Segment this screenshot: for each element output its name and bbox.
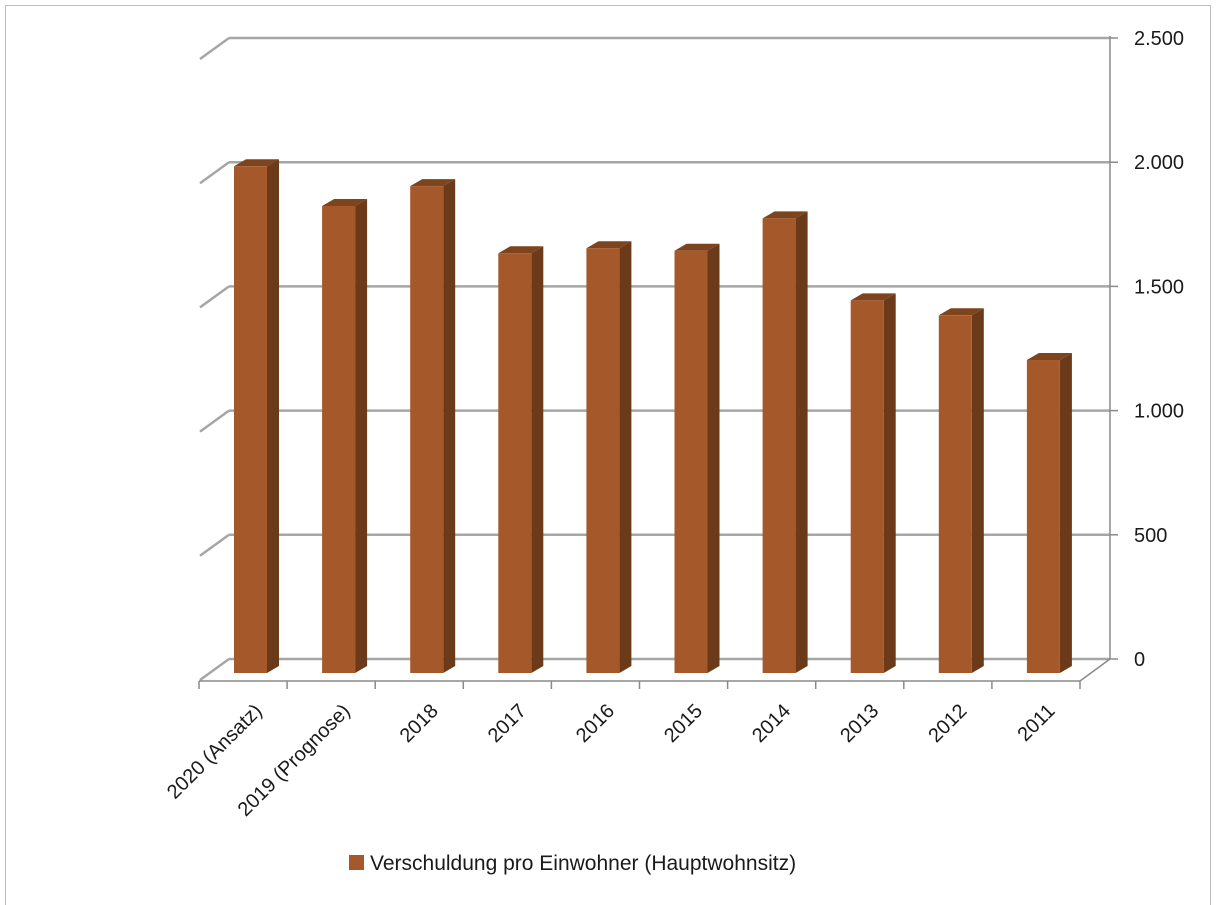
x-tick-label: 2017	[484, 700, 531, 747]
side-gridline	[199, 533, 230, 557]
side-gridline	[199, 36, 230, 61]
bar-front	[322, 206, 356, 673]
axes	[198, 36, 1118, 689]
x-tick-label: 2016	[572, 700, 619, 747]
bar-top	[586, 241, 632, 249]
bar-front	[850, 300, 884, 673]
bars	[234, 159, 1072, 674]
side-gridline	[199, 161, 230, 185]
x-axis-tick-labels: 2020 (Ansatz)2019 (Prognose) 2018 2017 2016…	[163, 700, 1060, 821]
bar-side	[267, 159, 279, 673]
bar-side	[707, 243, 720, 673]
bar-front	[762, 218, 796, 674]
y-tick-label: 1.000	[1134, 401, 1184, 423]
bar-top	[762, 211, 808, 219]
floor-edge	[1079, 658, 1111, 682]
legend-label: Verschuldung pro Einwohner (Hauptwohnsit…	[370, 852, 796, 875]
bar-top	[938, 308, 984, 316]
x-tick-label: 2018	[396, 700, 443, 747]
side-gridline	[199, 409, 230, 433]
bar-front	[410, 186, 444, 674]
bar-top	[1026, 353, 1072, 361]
bar-front	[938, 315, 972, 673]
bar	[762, 211, 808, 674]
x-tick-label: 2013	[836, 700, 883, 747]
bar	[498, 246, 544, 674]
bar	[586, 241, 632, 673]
x-tick-label: 2012	[924, 700, 971, 747]
bar-top	[498, 246, 544, 254]
x-tick-label: 2014	[748, 700, 795, 747]
bar-side	[795, 211, 808, 674]
bar-front	[234, 166, 267, 674]
x-tick-label: 2011	[1014, 700, 1060, 746]
legend: Verschuldung pro Einwohner (Hauptwohnsit…	[349, 852, 796, 875]
bar-front	[586, 248, 620, 673]
bar-front	[674, 250, 708, 673]
bar-top	[410, 179, 456, 187]
x-tick-label: 2015	[660, 700, 707, 747]
bar-top	[674, 243, 720, 251]
y-tick-label: 500	[1134, 525, 1167, 547]
bar	[234, 159, 279, 674]
bar-top	[234, 159, 279, 167]
bar	[322, 199, 368, 673]
y-tick-label: 1.500	[1134, 276, 1184, 298]
y-axis-tick-labels: 0 500 1.000 1.500 2.000 2.500	[1134, 28, 1184, 671]
bar-side	[443, 179, 456, 674]
bar	[938, 308, 984, 673]
bar-top	[322, 199, 368, 207]
bar	[850, 293, 896, 673]
y-tick-label: 0	[1134, 649, 1145, 671]
bar	[674, 243, 720, 673]
bar-side	[355, 199, 368, 673]
bar-side	[971, 308, 984, 673]
bar-top	[850, 293, 896, 301]
bar-side	[1059, 353, 1072, 673]
bar-front	[1026, 360, 1060, 673]
bar-side	[619, 241, 632, 673]
bar-side	[883, 293, 896, 673]
bar-front	[498, 253, 532, 674]
bar	[410, 179, 456, 674]
bar-side	[531, 246, 544, 674]
side-gridline	[199, 657, 230, 682]
chart-frame	[5, 5, 1211, 905]
side-gridline	[199, 285, 230, 309]
y-tick-label: 2.000	[1134, 152, 1184, 174]
y-tick-label: 2.500	[1134, 28, 1184, 50]
bar	[1026, 353, 1072, 673]
legend-swatch	[349, 855, 364, 870]
